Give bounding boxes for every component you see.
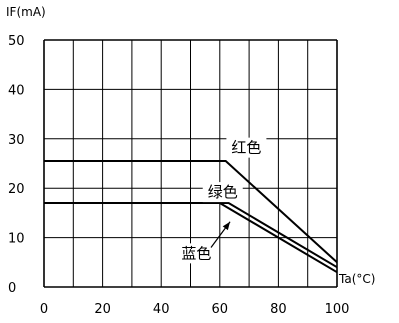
series-line: [44, 160, 338, 264]
series-line: [44, 202, 338, 274]
x-tick-label: 0: [40, 302, 48, 317]
y-tick-label: 10: [8, 232, 25, 247]
series-label: 红色: [231, 139, 261, 157]
series-label-background: [226, 137, 267, 158]
x-tick-label: 80: [270, 302, 287, 317]
x-tick-label: 100: [325, 302, 350, 317]
y-tick-label: 0: [8, 281, 16, 296]
x-axis-label: Ta(°C): [338, 272, 375, 286]
y-tick-label: 40: [8, 83, 25, 98]
x-tick-label: 40: [153, 302, 170, 317]
y-tick-label: 30: [8, 133, 25, 148]
x-tick-label: 20: [94, 302, 111, 317]
tick-labels: 0 20 40 60 80 100 0 10 20 30 40 50: [8, 34, 349, 317]
series-label: 蓝色: [181, 244, 211, 262]
x-tick-label: 60: [212, 302, 229, 317]
series-label-background: [202, 182, 243, 203]
y-axis-label: IF(mA): [6, 5, 46, 19]
series-lines: [44, 160, 338, 274]
y-tick-label: 50: [8, 34, 25, 49]
series-label: 绿色: [208, 183, 238, 201]
blue-label-arrow-head: [222, 221, 231, 231]
series-label-background: [176, 243, 217, 264]
y-tick-label: 20: [8, 182, 25, 197]
